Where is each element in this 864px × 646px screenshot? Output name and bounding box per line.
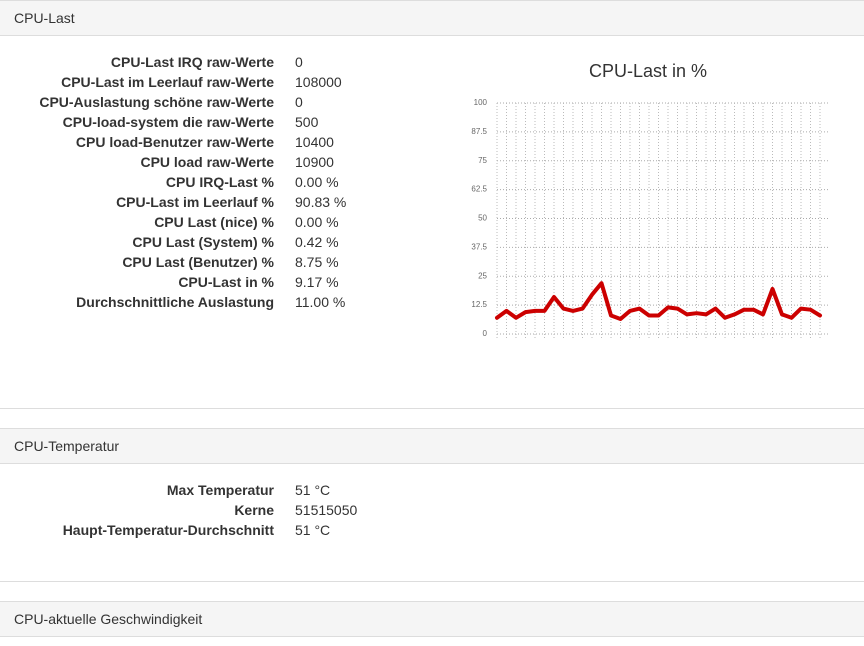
y-tick-label: 12.5: [471, 300, 487, 309]
panel-heading: CPU-Last: [0, 0, 864, 36]
info-row: CPU Last (System) % 0.42 %: [0, 232, 864, 252]
info-row: CPU-Last im Leerlauf % 90.83 %: [0, 192, 864, 212]
info-label: CPU load-Benutzer raw-Werte: [75, 134, 274, 150]
info-row: CPU load-Benutzer raw-Werte 10400: [0, 132, 864, 152]
y-tick-label: 75: [478, 156, 487, 165]
info-value: 51 °C: [295, 482, 331, 498]
info-label: CPU-Last im Leerlauf raw-Werte: [61, 74, 274, 90]
y-tick-label: 50: [478, 214, 487, 223]
y-tick-label: 37.5: [471, 242, 487, 251]
info-value: 0.00 %: [295, 214, 339, 230]
panel: CPU-aktuelle Geschwindigkeit: [0, 601, 864, 643]
info-value: 500: [295, 114, 319, 130]
y-tick-label: 100: [474, 98, 488, 107]
info-label: Max Temperatur: [166, 482, 274, 498]
info-label: CPU-Last IRQ raw-Werte: [110, 54, 274, 70]
info-label: CPU Last (Benutzer) %: [122, 254, 274, 270]
info-value: 0.42 %: [295, 234, 339, 250]
info-row: CPU-Last im Leerlauf raw-Werte 108000: [0, 72, 864, 92]
info-label: CPU-Last im Leerlauf %: [116, 194, 274, 210]
chart-title: CPU-Last in %: [589, 61, 707, 81]
panel: CPU-Last CPU-Last IRQ raw-Werte 0 CPU-Last …: [0, 0, 864, 409]
info-row: Kerne 51515050: [0, 500, 864, 520]
info-value: 51515050: [295, 502, 358, 518]
info-value: 10900: [295, 154, 334, 170]
info-row: CPU-Last IRQ raw-Werte 0: [0, 52, 864, 72]
chart: CPU-Last in % 0 12.5 25 37.5 50 62.5 75 87.5 100: [471, 61, 830, 338]
info-row: CPU Last (Benutzer) % 8.75 %: [0, 252, 864, 272]
panel-heading: CPU-aktuelle Geschwindigkeit: [0, 601, 864, 637]
info-value: 0: [295, 54, 303, 70]
info-value: 11.00 %: [295, 294, 346, 310]
info-label: Kerne: [234, 502, 274, 518]
info-row: CPU Last (nice) % 0.00 %: [0, 212, 864, 232]
info-value: 90.83 %: [295, 194, 347, 210]
info-row: Durchschnittliche Auslastung 11.00 %: [0, 292, 864, 312]
info-row: CPU IRQ-Last % 0.00 %: [0, 172, 864, 192]
info-label: CPU-Auslastung schöne raw-Werte: [39, 94, 274, 110]
info-value: 9.17 %: [295, 274, 339, 290]
info-label: CPU Last (nice) %: [154, 214, 274, 230]
y-tick-label: 62.5: [471, 185, 487, 194]
info-label: CPU-load-system die raw-Werte: [62, 114, 274, 130]
panel: CPU-Temperatur Max Temperatur 51 °C Kerne 51…: [0, 428, 864, 582]
y-tick-label: 0: [483, 329, 488, 338]
panel-heading: CPU-Temperatur: [0, 428, 864, 464]
info-row: CPU-Auslastung schöne raw-Werte 0: [0, 92, 864, 112]
y-tick-label: 87.5: [471, 127, 487, 136]
info-value: 51 °C: [295, 522, 331, 538]
info-label: CPU-Last in %: [178, 274, 274, 290]
info-value: 10400: [295, 134, 334, 150]
info-value: 108000: [295, 74, 342, 90]
info-label: Haupt-Temperatur-Durchschnitt: [62, 522, 274, 538]
info-label: CPU load raw-Werte: [140, 154, 274, 170]
info-label: Durchschnittliche Auslastung: [76, 294, 274, 310]
info-value: 8.75 %: [295, 254, 339, 270]
y-tick-label: 25: [478, 271, 487, 280]
info-value: 0: [295, 94, 303, 110]
line-series: [495, 281, 822, 321]
info-label: CPU Last (System) %: [132, 234, 274, 250]
info-label: CPU IRQ-Last %: [165, 174, 274, 190]
info-row: CPU-load-system die raw-Werte 500: [0, 112, 864, 132]
info-row: Haupt-Temperatur-Durchschnitt 51 °C: [0, 520, 864, 540]
info-row: CPU load raw-Werte 10900: [0, 152, 864, 172]
info-row: CPU-Last in % 9.17 %: [0, 272, 864, 292]
info-value: 0.00 %: [295, 174, 339, 190]
info-row: Max Temperatur 51 °C: [0, 480, 864, 500]
